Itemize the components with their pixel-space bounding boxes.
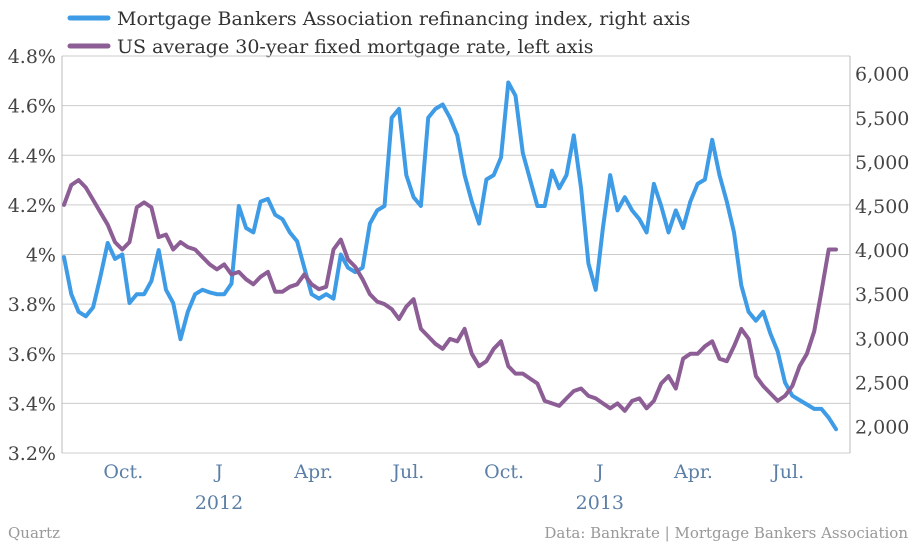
- y-right-tick-label: 5,500: [855, 108, 909, 130]
- y-left-tick-label: 4%: [26, 245, 56, 267]
- y-left-tick-label: 4.4%: [8, 145, 56, 167]
- y-right-tick-label: 4,500: [855, 196, 909, 218]
- y-left-tick-label: 4.2%: [8, 195, 56, 217]
- series-line-refi-index: [62, 80, 838, 432]
- x-tick-labels: Oct. J Apr. Jul. Oct. J Apr. Jul. 2012 2013: [103, 461, 804, 514]
- gridlines: [62, 55, 850, 454]
- y-right-tick-label: 3,500: [855, 284, 909, 306]
- x-tick-label: J: [213, 461, 223, 483]
- y-right-tick-labels: 2,000 2,500 3,000 3,500 4,000 4,500 5,000 5,500…: [855, 64, 909, 439]
- legend: Mortgage Bankers Association refinancing…: [67, 8, 690, 58]
- y-right-tick-label: 3,000: [855, 328, 909, 350]
- legend-label-refi: Mortgage Bankers Association refinancing…: [117, 8, 690, 30]
- y-right-tick-label: 6,000: [855, 64, 909, 86]
- series-line-mortgage-rate: [62, 178, 838, 413]
- y-left-tick-label: 4.6%: [8, 96, 56, 118]
- y-left-tick-label: 3.6%: [8, 344, 56, 366]
- x-tick-label: Oct.: [103, 461, 143, 483]
- x-year-label: 2012: [195, 492, 243, 514]
- y-right-tick-label: 5,000: [855, 152, 909, 174]
- y-right-tick-label: 2,000: [855, 417, 909, 439]
- y-left-tick-labels: 3.2% 3.4% 3.6% 3.8% 4% 4.2% 4.4% 4.6% 4.8%: [8, 46, 56, 465]
- y-left-tick-label: 4.8%: [8, 46, 56, 68]
- y-right-tick-label: 2,500: [855, 372, 909, 394]
- x-year-label: 2013: [576, 492, 624, 514]
- data-lines: [62, 80, 838, 432]
- x-tick-label: Oct.: [484, 461, 524, 483]
- x-tick-label: Apr.: [293, 461, 333, 483]
- y-right-tick-label: 4,000: [855, 240, 909, 262]
- plot-frame: [61, 56, 851, 453]
- y-left-tick-label: 3.2%: [8, 443, 56, 465]
- x-tick-label: J: [594, 461, 604, 483]
- source-right: Data: Bankrate | Mortgage Bankers Associ…: [544, 524, 908, 542]
- y-left-tick-label: 3.8%: [8, 294, 56, 316]
- y-left-tick-label: 3.4%: [8, 393, 56, 415]
- x-tick-label: Apr.: [673, 461, 713, 483]
- source-left: Quartz: [8, 524, 60, 542]
- legend-label-rate: US average 30-year fixed mortgage rate, …: [117, 36, 593, 58]
- x-tick-label: Jul.: [390, 461, 424, 483]
- x-tick-label: Jul.: [770, 461, 804, 483]
